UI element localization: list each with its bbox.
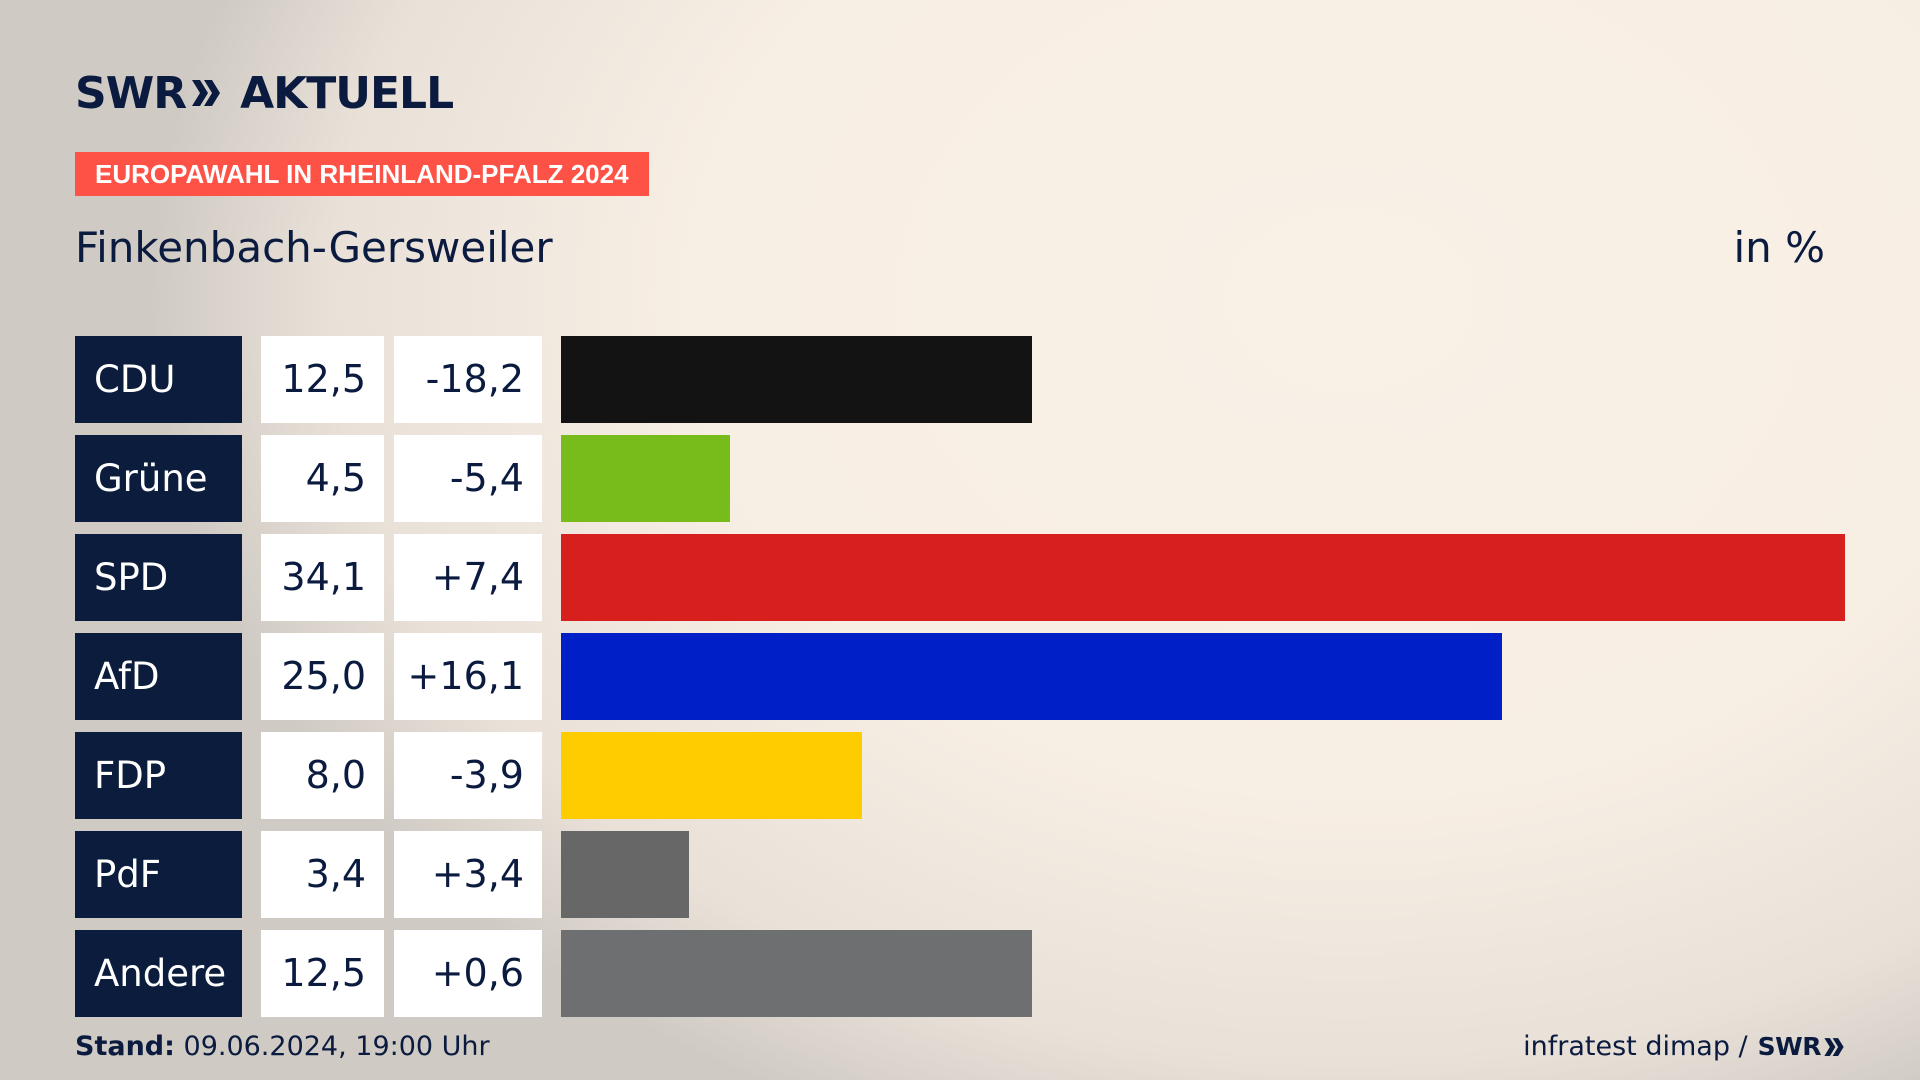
result-bar	[561, 435, 730, 522]
stand-value: 09.06.2024, 19:00 Uhr	[183, 1031, 490, 1062]
result-value: 25,0	[261, 633, 384, 720]
source-label: infratest dimap /	[1523, 1031, 1748, 1062]
chart-subtitle: Finkenbach-Gersweiler	[75, 223, 553, 272]
change-value: -3,9	[394, 732, 542, 819]
party-label: AfD	[75, 633, 242, 720]
party-label: Grüne	[75, 435, 242, 522]
election-badge: EUROPAWAHL IN RHEINLAND-PFALZ 2024	[75, 152, 649, 196]
change-value: +3,4	[394, 831, 542, 918]
result-value: 12,5	[261, 930, 384, 1017]
change-value: +7,4	[394, 534, 542, 621]
double-chevron-icon	[190, 77, 222, 109]
change-value: -18,2	[394, 336, 542, 423]
stand-label: Stand:	[75, 1031, 175, 1062]
change-value: +16,1	[394, 633, 542, 720]
result-bar	[561, 930, 1032, 1017]
party-label: CDU	[75, 336, 242, 423]
small-logo-brand: SWR	[1757, 1032, 1822, 1061]
result-value: 34,1	[261, 534, 384, 621]
result-value: 12,5	[261, 336, 384, 423]
party-label: Andere	[75, 930, 242, 1017]
footer-stand: Stand: 09.06.2024, 19:00 Uhr	[75, 1030, 490, 1064]
result-bar	[561, 534, 1845, 621]
logo-brand: SWR	[75, 67, 187, 119]
result-value: 8,0	[261, 732, 384, 819]
party-label: PdF	[75, 831, 242, 918]
party-label: FDP	[75, 732, 242, 819]
unit-label: in %	[1733, 223, 1825, 272]
footer-source: infratest dimap / SWR	[1523, 1030, 1845, 1064]
swr-small-logo: SWR	[1758, 1030, 1845, 1064]
result-bar	[561, 732, 862, 819]
result-bar	[561, 336, 1032, 423]
logo-product: AKTUELL	[240, 67, 454, 119]
result-bar	[561, 831, 689, 918]
result-value: 3,4	[261, 831, 384, 918]
change-value: +0,6	[394, 930, 542, 1017]
change-value: -5,4	[394, 435, 542, 522]
party-label: SPD	[75, 534, 242, 621]
swr-aktuell-logo: SWR AKTUELL	[75, 67, 454, 119]
result-bar	[561, 633, 1502, 720]
small-chevron-icon	[1824, 1038, 1844, 1056]
result-value: 4,5	[261, 435, 384, 522]
